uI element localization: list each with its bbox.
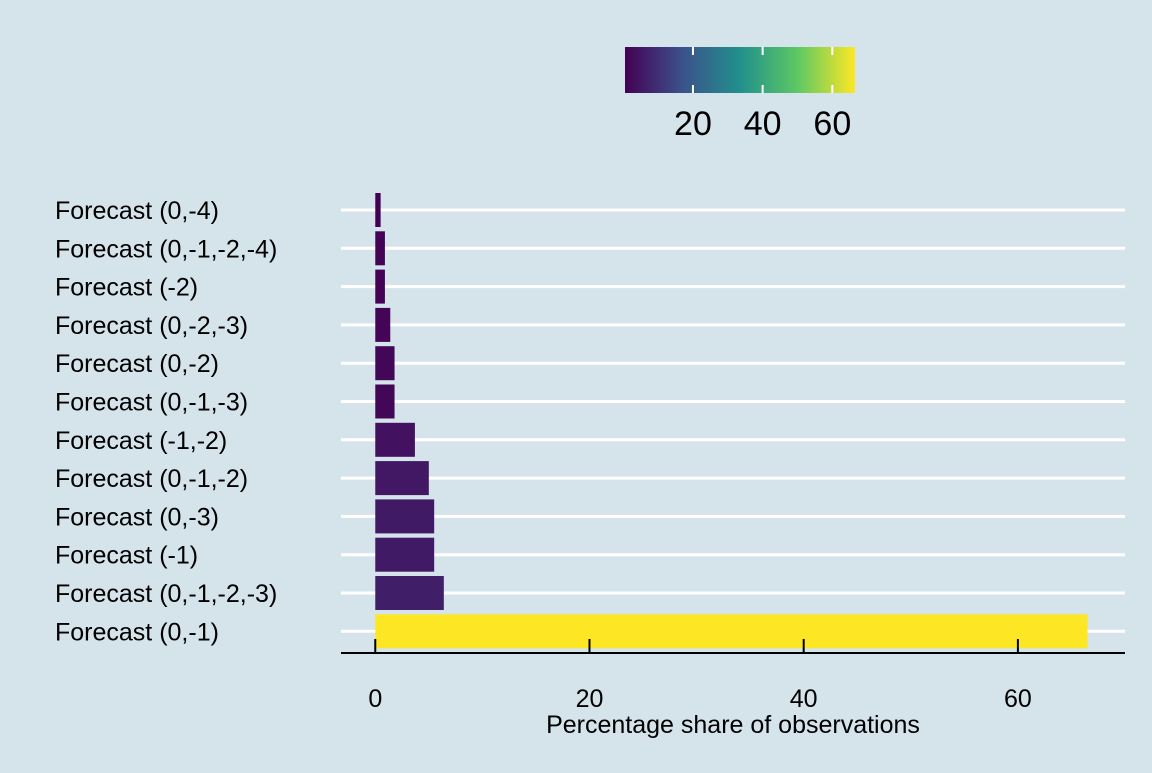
y-tick-label: Forecast (0,-1,-2) (55, 465, 248, 493)
bar (375, 269, 385, 304)
y-tick-label: Forecast (-1) (55, 542, 198, 570)
y-tick-label: Forecast (0,-1,-2,-3) (55, 580, 277, 608)
bar (375, 231, 385, 266)
colorbar-tick-label: 20 (674, 105, 712, 143)
x-tick-label: 60 (1004, 685, 1032, 713)
bar (375, 614, 1088, 649)
y-tick-label: Forecast (0,-1,-3) (55, 389, 248, 417)
y-tick-label: Forecast (0,-1,-2,-4) (55, 235, 277, 263)
bar (375, 307, 391, 342)
y-tick-label: Forecast (0,-1) (55, 618, 219, 646)
bar (375, 193, 381, 227)
y-tick-label: Forecast (0,-2) (55, 350, 219, 378)
x-axis-title: Percentage share of observations (546, 711, 920, 739)
bar (375, 384, 395, 419)
bar (375, 499, 435, 534)
colorbar-tick-label: 40 (744, 105, 782, 143)
x-tick-label: 0 (368, 685, 382, 713)
colorbar-tick-label: 60 (813, 105, 851, 143)
y-tick-label: Forecast (0,-3) (55, 503, 219, 531)
bar (375, 537, 435, 572)
bar (375, 422, 415, 457)
bar (375, 346, 395, 381)
x-tick-label: 40 (790, 685, 818, 713)
bar (375, 461, 429, 496)
x-tick-label: 20 (576, 685, 604, 713)
bar (375, 576, 444, 610)
y-tick-label: Forecast (-2) (55, 274, 198, 302)
y-tick-label: Forecast (-1,-2) (55, 427, 227, 455)
y-tick-label: Forecast (0,-4) (55, 197, 219, 225)
y-tick-label: Forecast (0,-2,-3) (55, 312, 248, 340)
colorbar (625, 47, 855, 93)
